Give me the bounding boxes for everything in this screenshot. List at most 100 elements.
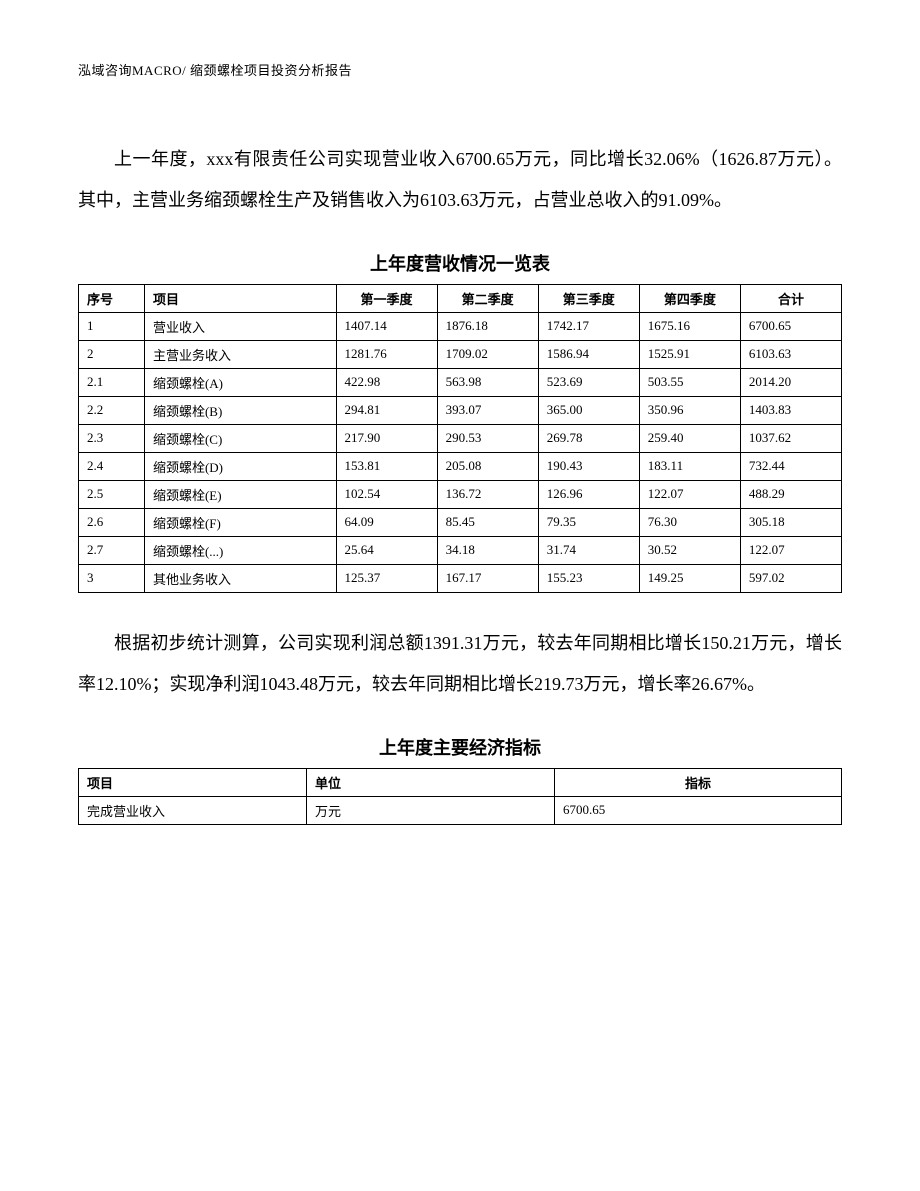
table-cell-q4: 259.40 <box>639 424 740 452</box>
table-cell-seq: 2 <box>79 340 145 368</box>
table-row: 2.5缩颈螺栓(E)102.54136.72126.96122.07488.29 <box>79 480 842 508</box>
table-cell-q4: 76.30 <box>639 508 740 536</box>
table-cell-total: 488.29 <box>740 480 841 508</box>
table-cell-q1: 1407.14 <box>336 312 437 340</box>
table-cell-q3: 190.43 <box>538 452 639 480</box>
table1-header-row: 序号 项目 第一季度 第二季度 第三季度 第四季度 合计 <box>79 284 842 312</box>
table-cell-q2: 85.45 <box>437 508 538 536</box>
table1-title: 上年度营收情况一览表 <box>78 250 842 276</box>
table-cell-q4: 149.25 <box>639 564 740 592</box>
page-header: 泓域咨询MACRO/ 缩颈螺栓项目投资分析报告 <box>78 60 842 79</box>
header-title: 缩颈螺栓项目投资分析报告 <box>190 63 352 78</box>
th-q4: 第四季度 <box>639 284 740 312</box>
table-cell-seq: 2.2 <box>79 396 145 424</box>
table-row: 2主营业务收入1281.761709.021586.941525.916103.… <box>79 340 842 368</box>
table-cell-item: 主营业务收入 <box>144 340 336 368</box>
th-q1: 第一季度 <box>336 284 437 312</box>
table-cell-q3: 1586.94 <box>538 340 639 368</box>
paragraph-2: 根据初步统计测算，公司实现利润总额1391.31万元，较去年同期相比增长150.… <box>78 623 842 706</box>
table-cell-seq: 2.3 <box>79 424 145 452</box>
table-cell-q1: 25.64 <box>336 536 437 564</box>
table-cell-q4: 503.55 <box>639 368 740 396</box>
table-cell-q1: 102.54 <box>336 480 437 508</box>
table-cell-item: 缩颈螺栓(C) <box>144 424 336 452</box>
table-cell-q2: 167.17 <box>437 564 538 592</box>
table-row: 2.2缩颈螺栓(B)294.81393.07365.00350.961403.8… <box>79 396 842 424</box>
th-item: 项目 <box>144 284 336 312</box>
table-cell-q2: 34.18 <box>437 536 538 564</box>
table2-body: 完成营业收入万元6700.65 <box>79 796 842 824</box>
revenue-table: 序号 项目 第一季度 第二季度 第三季度 第四季度 合计 1营业收入1407.1… <box>78 284 842 593</box>
table-row: 3其他业务收入125.37167.17155.23149.25597.02 <box>79 564 842 592</box>
table-cell-q1: 125.37 <box>336 564 437 592</box>
table-cell-item: 营业收入 <box>144 312 336 340</box>
table-cell-item: 缩颈螺栓(A) <box>144 368 336 396</box>
table-cell-seq: 2.5 <box>79 480 145 508</box>
table-cell-q1: 422.98 <box>336 368 437 396</box>
table-cell-q2: 563.98 <box>437 368 538 396</box>
table-cell-q1: 1281.76 <box>336 340 437 368</box>
table-cell-q4: 1525.91 <box>639 340 740 368</box>
table-cell-q2: 393.07 <box>437 396 538 424</box>
table-cell-q2: 205.08 <box>437 452 538 480</box>
th2-item: 项目 <box>79 768 307 796</box>
table-cell-q4: 183.11 <box>639 452 740 480</box>
table-cell-unit: 万元 <box>307 796 555 824</box>
table-cell-item: 缩颈螺栓(E) <box>144 480 336 508</box>
table-cell-q1: 64.09 <box>336 508 437 536</box>
table-cell-q1: 153.81 <box>336 452 437 480</box>
table-row: 2.3缩颈螺栓(C)217.90290.53269.78259.401037.6… <box>79 424 842 452</box>
table-cell-q3: 365.00 <box>538 396 639 424</box>
table-row: 2.6缩颈螺栓(F)64.0985.4579.3576.30305.18 <box>79 508 842 536</box>
table1-body: 1营业收入1407.141876.181742.171675.166700.65… <box>79 312 842 592</box>
table-cell-item: 完成营业收入 <box>79 796 307 824</box>
table-cell-total: 6700.65 <box>740 312 841 340</box>
table-cell-total: 597.02 <box>740 564 841 592</box>
table-row: 2.7缩颈螺栓(...)25.6434.1831.7430.52122.07 <box>79 536 842 564</box>
table-cell-q2: 1876.18 <box>437 312 538 340</box>
table-cell-q1: 294.81 <box>336 396 437 424</box>
table-cell-total: 6103.63 <box>740 340 841 368</box>
th-total: 合计 <box>740 284 841 312</box>
table2-title: 上年度主要经济指标 <box>78 734 842 760</box>
table-cell-total: 1403.83 <box>740 396 841 424</box>
table2-header-row: 项目 单位 指标 <box>79 768 842 796</box>
table-cell-q3: 155.23 <box>538 564 639 592</box>
table-cell-item: 缩颈螺栓(D) <box>144 452 336 480</box>
table-cell-q3: 79.35 <box>538 508 639 536</box>
table-cell-seq: 2.1 <box>79 368 145 396</box>
table-cell-q4: 122.07 <box>639 480 740 508</box>
table-cell-total: 1037.62 <box>740 424 841 452</box>
table-cell-item: 其他业务收入 <box>144 564 336 592</box>
table-cell-item: 缩颈螺栓(F) <box>144 508 336 536</box>
table-row: 1营业收入1407.141876.181742.171675.166700.65 <box>79 312 842 340</box>
table-cell-seq: 3 <box>79 564 145 592</box>
table-cell-seq: 2.7 <box>79 536 145 564</box>
table-cell-q2: 136.72 <box>437 480 538 508</box>
table-cell-q3: 1742.17 <box>538 312 639 340</box>
table-cell-q4: 350.96 <box>639 396 740 424</box>
table-cell-index: 6700.65 <box>555 796 842 824</box>
table-cell-q2: 1709.02 <box>437 340 538 368</box>
table-cell-total: 305.18 <box>740 508 841 536</box>
th-q2: 第二季度 <box>437 284 538 312</box>
table-cell-seq: 2.6 <box>79 508 145 536</box>
table-cell-q2: 290.53 <box>437 424 538 452</box>
table-row: 完成营业收入万元6700.65 <box>79 796 842 824</box>
th2-unit: 单位 <box>307 768 555 796</box>
header-company: 泓域咨询MACRO/ <box>78 63 186 78</box>
table-cell-q1: 217.90 <box>336 424 437 452</box>
table-cell-q4: 1675.16 <box>639 312 740 340</box>
table-cell-q3: 126.96 <box>538 480 639 508</box>
paragraph-1: 上一年度，xxx有限责任公司实现营业收入6700.65万元，同比增长32.06%… <box>78 139 842 222</box>
indicators-table: 项目 单位 指标 完成营业收入万元6700.65 <box>78 768 842 825</box>
table-cell-q3: 31.74 <box>538 536 639 564</box>
th2-index: 指标 <box>555 768 842 796</box>
table-cell-total: 122.07 <box>740 536 841 564</box>
table-cell-total: 2014.20 <box>740 368 841 396</box>
table-cell-q3: 523.69 <box>538 368 639 396</box>
th-q3: 第三季度 <box>538 284 639 312</box>
table-cell-q4: 30.52 <box>639 536 740 564</box>
table-cell-seq: 2.4 <box>79 452 145 480</box>
table-cell-item: 缩颈螺栓(...) <box>144 536 336 564</box>
